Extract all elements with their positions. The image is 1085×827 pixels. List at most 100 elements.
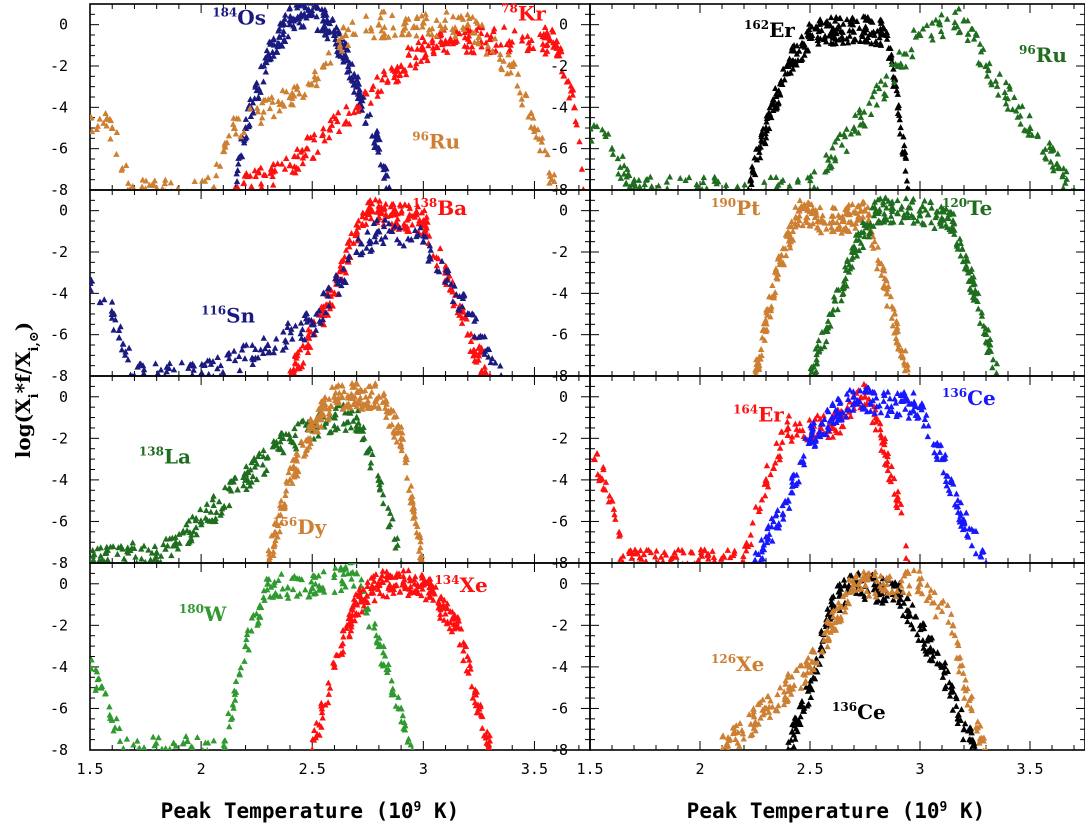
data-point xyxy=(865,592,873,599)
data-point xyxy=(900,599,908,606)
data-point xyxy=(904,208,911,215)
data-point xyxy=(247,172,254,179)
data-point xyxy=(776,452,784,459)
data-point xyxy=(784,432,792,439)
data-point xyxy=(881,391,888,398)
data-point xyxy=(380,240,387,247)
data-point xyxy=(108,124,116,131)
data-point xyxy=(823,338,830,345)
data-point xyxy=(370,572,377,579)
data-point xyxy=(419,237,427,245)
data-point xyxy=(604,130,612,137)
data-point xyxy=(724,749,725,750)
data-point xyxy=(835,396,843,403)
data-point xyxy=(753,145,760,152)
data-point xyxy=(843,147,850,154)
data-point xyxy=(367,99,375,106)
data-point xyxy=(1063,168,1070,175)
data-point xyxy=(348,620,355,627)
data-point xyxy=(345,252,353,259)
data-point xyxy=(264,51,272,59)
data-point xyxy=(315,432,322,439)
data-point xyxy=(881,460,889,467)
data-point xyxy=(379,491,387,498)
data-point xyxy=(324,29,331,36)
data-point xyxy=(525,113,532,120)
data-point xyxy=(910,567,918,574)
data-point xyxy=(339,394,346,401)
data-point xyxy=(208,758,214,764)
data-point xyxy=(877,426,884,433)
data-point xyxy=(383,408,390,415)
data-point xyxy=(405,202,413,209)
data-point xyxy=(289,335,296,342)
data-point xyxy=(358,403,366,410)
data-point xyxy=(800,205,807,212)
data-point xyxy=(894,324,901,331)
data-point xyxy=(159,185,165,190)
data-point xyxy=(816,204,824,211)
data-point xyxy=(141,385,147,391)
data-point xyxy=(179,740,187,747)
data-point xyxy=(1053,160,1060,167)
data-point xyxy=(544,151,551,158)
data-point xyxy=(968,750,974,756)
data-point xyxy=(746,711,753,718)
data-point xyxy=(123,558,129,563)
data-point xyxy=(888,589,895,596)
data-point xyxy=(844,39,852,46)
data-point xyxy=(842,413,850,420)
data-point xyxy=(463,667,470,674)
data-point xyxy=(663,178,671,185)
isotope-label: 180W xyxy=(179,602,227,626)
data-point xyxy=(768,195,774,201)
data-point xyxy=(909,406,917,413)
data-point xyxy=(286,5,293,12)
data-point xyxy=(804,687,812,694)
data-point xyxy=(491,35,499,42)
data-point xyxy=(304,343,312,350)
data-point xyxy=(831,17,839,24)
data-point xyxy=(862,582,869,589)
data-point xyxy=(840,285,847,292)
data-point xyxy=(786,182,793,189)
data-point xyxy=(405,15,412,22)
data-point xyxy=(392,71,399,78)
data-point xyxy=(457,12,465,19)
data-point xyxy=(141,754,147,760)
data-point xyxy=(814,342,821,349)
data-point xyxy=(215,757,221,763)
data-point xyxy=(127,748,129,750)
data-point xyxy=(326,429,333,436)
data-point xyxy=(860,108,868,115)
data-point xyxy=(434,44,441,51)
data-point xyxy=(165,365,173,372)
data-point xyxy=(385,220,393,227)
data-point xyxy=(281,500,288,507)
data-point xyxy=(257,119,265,126)
data-point xyxy=(282,491,289,498)
data-point xyxy=(909,625,917,632)
data-point xyxy=(260,447,267,454)
data-point xyxy=(97,552,104,559)
data-point xyxy=(362,27,370,34)
data-point xyxy=(861,13,869,20)
data-point xyxy=(936,218,944,225)
data-point xyxy=(1060,165,1067,172)
data-point xyxy=(251,457,259,464)
data-point xyxy=(234,486,241,493)
data-point xyxy=(350,88,358,95)
data-point xyxy=(906,559,912,563)
data-point xyxy=(896,111,903,118)
data-point xyxy=(459,303,466,310)
data-point xyxy=(364,578,371,585)
data-point xyxy=(770,464,777,471)
data-point xyxy=(335,399,342,406)
data-point xyxy=(730,552,737,559)
data-point xyxy=(314,422,321,429)
series-126Xe xyxy=(719,567,989,750)
data-point xyxy=(308,583,316,591)
data-point xyxy=(968,693,976,700)
data-point xyxy=(705,555,712,562)
data-point xyxy=(265,564,271,570)
